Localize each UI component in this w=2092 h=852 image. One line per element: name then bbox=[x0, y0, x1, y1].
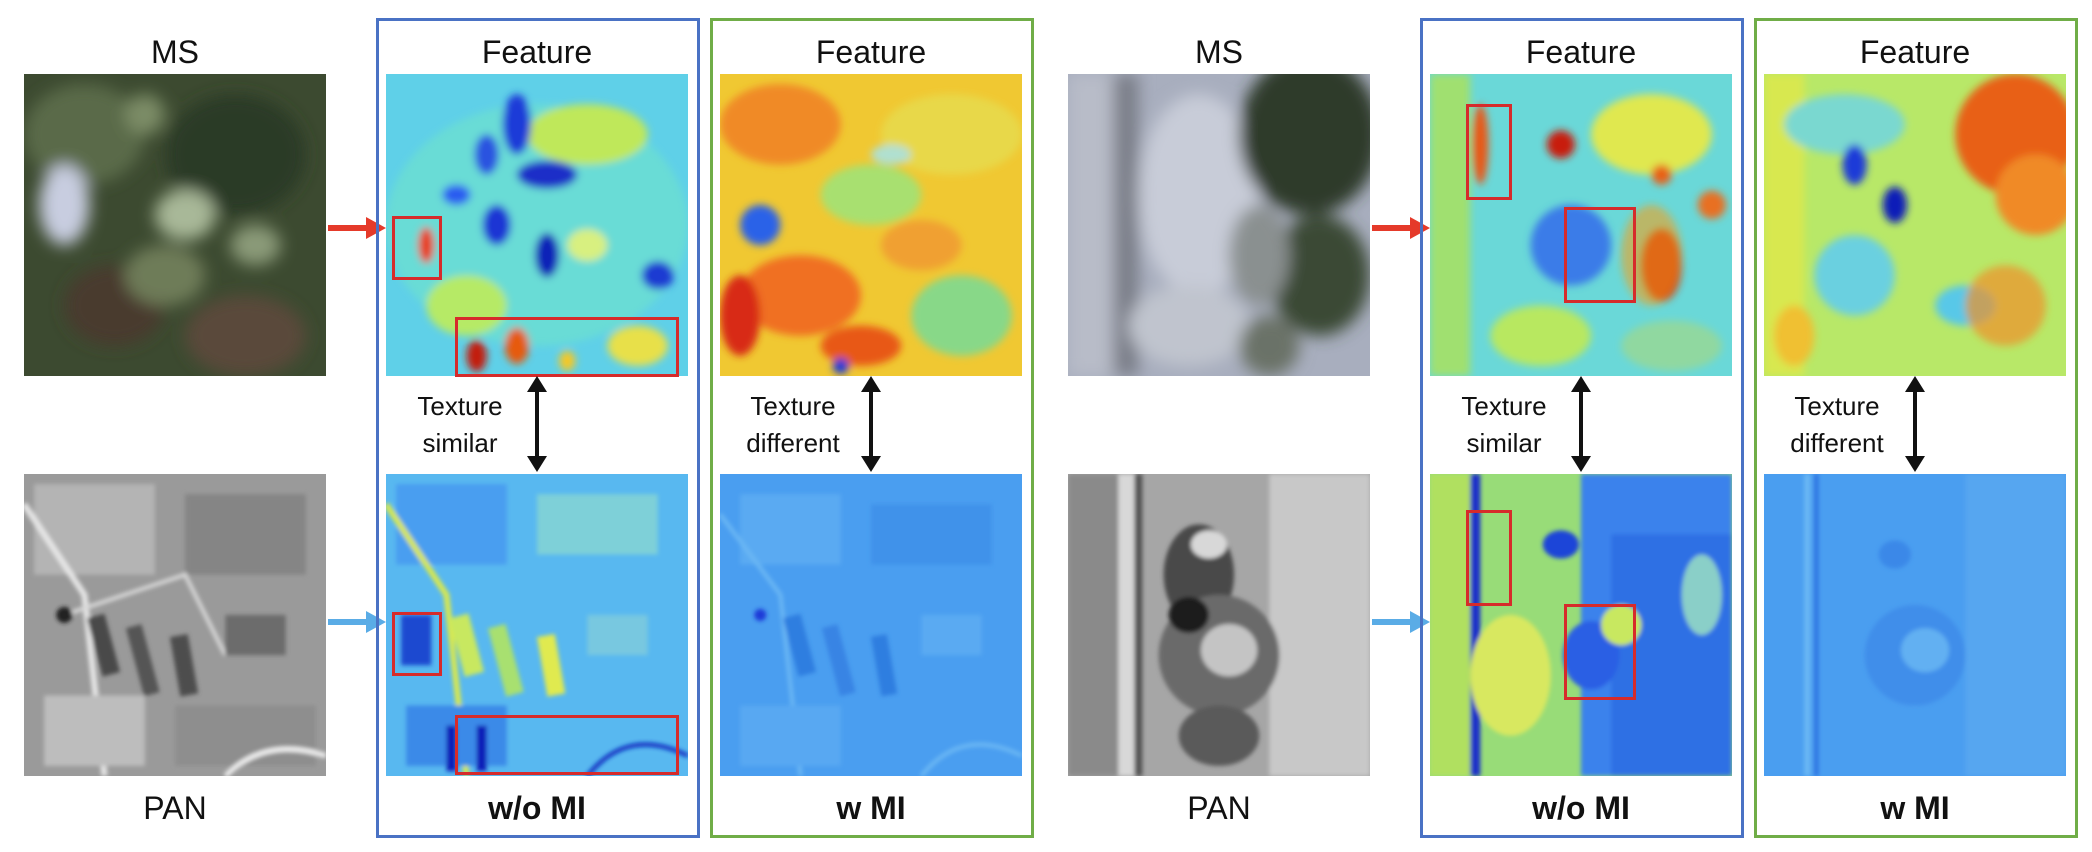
double-arrow-similar-right bbox=[1571, 376, 1591, 472]
double-arrow-different-left bbox=[861, 376, 881, 472]
texture-similar-caption-left: Texture similar bbox=[395, 388, 525, 462]
texture-word: Texture bbox=[1794, 391, 1880, 421]
pan-image-right bbox=[1068, 474, 1370, 776]
double-arrow-different-right bbox=[1905, 376, 1925, 472]
texture-word: Texture bbox=[1461, 391, 1547, 421]
highlight-box-feature-top-right-2 bbox=[1564, 207, 1636, 303]
highlight-box-feature-bottom-right-1 bbox=[1466, 510, 1512, 606]
different-word: different bbox=[746, 428, 840, 458]
texture-word: Texture bbox=[750, 391, 836, 421]
feature-label-wo-left: Feature bbox=[481, 34, 593, 70]
w-mi-panel-left bbox=[710, 18, 1034, 838]
similar-word: similar bbox=[1466, 428, 1542, 458]
feature-label-w-left: Feature bbox=[815, 34, 927, 70]
pan-image-left bbox=[24, 474, 326, 776]
feature-ms-wo-mi-right bbox=[1430, 74, 1732, 376]
highlight-box-feature-bottom-right-2 bbox=[1564, 604, 1636, 700]
different-word: different bbox=[1790, 428, 1884, 458]
w-mi-label-left: w MI bbox=[836, 790, 906, 826]
texture-different-caption-right: Texture different bbox=[1772, 388, 1902, 462]
feature-label-w-right: Feature bbox=[1859, 34, 1971, 70]
ms-label-right: MS bbox=[1195, 34, 1243, 70]
ms-image-left bbox=[24, 74, 326, 376]
feature-ms-w-mi-left bbox=[720, 74, 1022, 376]
w-mi-label-right: w MI bbox=[1880, 790, 1950, 826]
feature-pan-wo-mi-right bbox=[1430, 474, 1732, 776]
feature-ms-wo-mi-left bbox=[386, 74, 688, 376]
wo-mi-label-left: w/o MI bbox=[488, 790, 586, 826]
highlight-box-feature-top-left-1 bbox=[392, 216, 442, 280]
feature-pan-w-mi-left bbox=[720, 474, 1022, 776]
feature-ms-w-mi-right bbox=[1764, 74, 2066, 376]
highlight-box-feature-top-right-1 bbox=[1466, 104, 1512, 200]
similar-word: similar bbox=[422, 428, 498, 458]
pan-label-right: PAN bbox=[1187, 790, 1251, 826]
w-mi-panel-right bbox=[1754, 18, 2078, 838]
feature-pan-wo-mi-left bbox=[386, 474, 688, 776]
wo-mi-panel-left bbox=[376, 18, 700, 838]
feature-label-wo-right: Feature bbox=[1525, 34, 1637, 70]
highlight-box-feature-top-left-2 bbox=[455, 317, 679, 377]
texture-different-caption-left: Texture different bbox=[728, 388, 858, 462]
highlight-box-feature-bottom-left-2 bbox=[455, 715, 679, 775]
wo-mi-label-right: w/o MI bbox=[1532, 790, 1630, 826]
pan-label-left: PAN bbox=[143, 790, 207, 826]
highlight-box-feature-bottom-left-1 bbox=[392, 612, 442, 676]
feature-pan-w-mi-right bbox=[1764, 474, 2066, 776]
texture-word: Texture bbox=[417, 391, 503, 421]
wo-mi-panel-right bbox=[1420, 18, 1744, 838]
texture-similar-caption-right: Texture similar bbox=[1439, 388, 1569, 462]
ms-label-left: MS bbox=[151, 34, 199, 70]
double-arrow-similar-left bbox=[527, 376, 547, 472]
ms-image-right bbox=[1068, 74, 1370, 376]
